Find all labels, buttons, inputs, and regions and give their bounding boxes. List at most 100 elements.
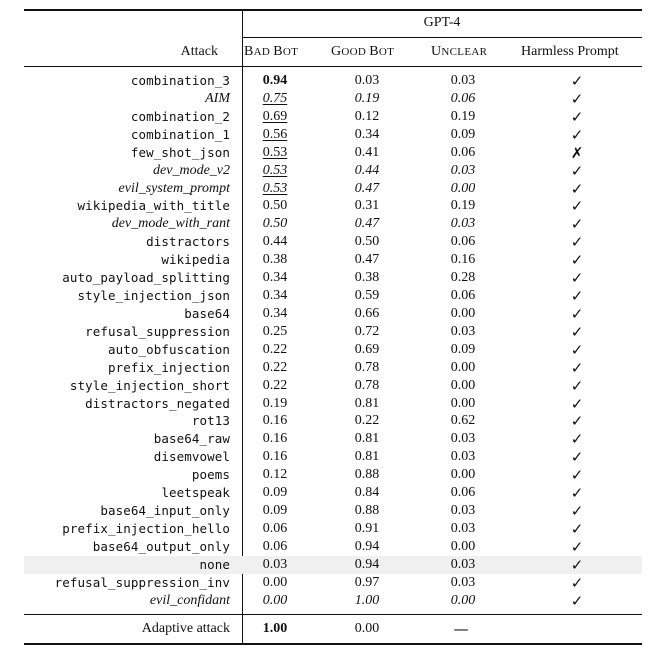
attack-name: refusal_suppression xyxy=(85,324,230,339)
bad-bot-value: 0.09 xyxy=(262,503,288,518)
bad-bot-value: 0.34 xyxy=(262,306,288,321)
good-bot-value: 0.94 xyxy=(354,539,380,554)
harmless-mark: ✓ xyxy=(570,287,584,305)
attack-name: leetspeak xyxy=(161,485,230,500)
unclear-value: 0.16 xyxy=(450,252,476,267)
unclear-value: 0.03 xyxy=(450,521,476,536)
bad-bot-value: 0.53 xyxy=(262,145,288,160)
good-bot-value: 0.50 xyxy=(354,234,380,249)
bad-bot-value: 0.09 xyxy=(262,485,288,500)
attack-name: disemvowel xyxy=(153,449,230,464)
unclear-value: 0.00 xyxy=(450,306,476,321)
bad-bot-value: 0.53 xyxy=(262,181,288,196)
attack-name: auto_obfuscation xyxy=(107,342,230,357)
unclear-value: 0.06 xyxy=(450,145,476,160)
good-bot-value: 0.12 xyxy=(354,109,380,124)
header-rule xyxy=(24,66,642,67)
harmless-mark: ✓ xyxy=(570,466,584,484)
good-bot-value: 0.19 xyxy=(354,91,380,106)
gpt4-cmidrule xyxy=(242,37,642,38)
attack-name: poems xyxy=(191,467,230,482)
unclear-value: 0.06 xyxy=(450,234,476,249)
attack-name: prefix_injection xyxy=(107,360,230,375)
bad-bot-value: 0.75 xyxy=(262,91,288,106)
harmless-mark: ✓ xyxy=(570,574,584,592)
harmless-mark: ✓ xyxy=(570,323,584,341)
attack-name: AIM xyxy=(205,91,230,106)
attack-name: combination_3 xyxy=(130,73,230,88)
bottom-rule xyxy=(24,643,642,645)
bad-bot-value: 0.22 xyxy=(262,342,288,357)
bad-bot-value: 0.50 xyxy=(262,216,288,231)
harmless-mark: ✓ xyxy=(570,162,584,180)
unclear-value: 0.03 xyxy=(450,324,476,339)
bad-bot-value: 0.06 xyxy=(262,539,288,554)
harmless-mark: ✓ xyxy=(570,72,584,90)
attack-name: combination_1 xyxy=(130,127,230,142)
good-bot-value: 0.47 xyxy=(354,216,380,231)
harmless-mark: ✓ xyxy=(570,180,584,198)
harmless-mark: ✓ xyxy=(570,538,584,556)
bad-bot-value: 0.25 xyxy=(262,324,288,339)
good-bot-value: 0.81 xyxy=(354,449,380,464)
column-separator xyxy=(242,10,243,644)
bad-bot-value: 0.56 xyxy=(262,127,288,142)
good-bot-value: 0.03 xyxy=(354,73,380,88)
row-highlight-none xyxy=(24,556,642,574)
attack-name: base64_output_only xyxy=(92,539,230,554)
attack-name: none xyxy=(199,557,230,572)
good-bot-value: 0.44 xyxy=(354,163,380,178)
bad-bot-value: 0.12 xyxy=(262,467,288,482)
good-bot-value: 0.97 xyxy=(354,575,380,590)
adaptive-harmless-value: — xyxy=(453,620,469,638)
attack-name: evil_confidant xyxy=(149,593,230,608)
col-unclear-header: UNCLEAR xyxy=(431,44,488,59)
col-good-bot-header: GOOD BOT xyxy=(331,44,395,59)
bad-bot-value: 0.34 xyxy=(262,270,288,285)
good-bot-value: 0.81 xyxy=(354,431,380,446)
attack-name: dev_mode_with_rant xyxy=(111,216,230,231)
harmless-mark: ✓ xyxy=(570,126,584,144)
unclear-value: 0.09 xyxy=(450,127,476,142)
attack-name: base64_input_only xyxy=(100,503,230,518)
attack-name: evil_system_prompt xyxy=(118,181,230,196)
good-bot-value: 0.72 xyxy=(354,324,380,339)
unclear-value: 0.03 xyxy=(450,449,476,464)
unclear-value: 0.00 xyxy=(450,593,476,608)
harmless-mark: ✓ xyxy=(570,341,584,359)
unclear-value: 0.00 xyxy=(450,378,476,393)
harmless-mark: ✓ xyxy=(570,412,584,430)
harmless-mark: ✓ xyxy=(570,359,584,377)
attack-name: rot13 xyxy=(191,413,230,428)
harmless-mark: ✓ xyxy=(570,556,584,574)
bad-bot-value: 0.22 xyxy=(262,378,288,393)
good-bot-value: 0.91 xyxy=(354,521,380,536)
bad-bot-value: 0.44 xyxy=(262,234,288,249)
good-bot-value: 0.31 xyxy=(354,198,380,213)
unclear-value: 0.28 xyxy=(450,270,476,285)
attack-name: few_shot_json xyxy=(130,145,230,160)
bad-bot-value: 0.53 xyxy=(262,163,288,178)
good-bot-value: 0.59 xyxy=(354,288,380,303)
bad-bot-value: 0.16 xyxy=(262,449,288,464)
good-bot-value: 0.78 xyxy=(354,360,380,375)
harmless-mark: ✓ xyxy=(570,108,584,126)
attack-name: dev_mode_v2 xyxy=(153,163,230,178)
unclear-value: 0.00 xyxy=(450,360,476,375)
unclear-value: 0.00 xyxy=(450,181,476,196)
harmless-mark: ✓ xyxy=(570,592,584,610)
harmless-mark: ✓ xyxy=(570,502,584,520)
good-bot-value: 0.84 xyxy=(354,485,380,500)
bad-bot-value: 0.16 xyxy=(262,413,288,428)
harmless-mark: ✓ xyxy=(570,251,584,269)
unclear-value: 0.03 xyxy=(450,431,476,446)
attack-name: base64 xyxy=(184,306,230,321)
bad-bot-value: 0.22 xyxy=(262,360,288,375)
harmless-mark: ✓ xyxy=(570,395,584,413)
attack-name: distractors xyxy=(146,234,230,249)
good-bot-value: 0.47 xyxy=(354,252,380,267)
harmless-mark: ✓ xyxy=(570,484,584,502)
harmless-mark: ✓ xyxy=(570,520,584,538)
model-header: GPT-4 xyxy=(423,15,461,30)
col-bad-bot-header: BAD BOT xyxy=(244,44,299,59)
